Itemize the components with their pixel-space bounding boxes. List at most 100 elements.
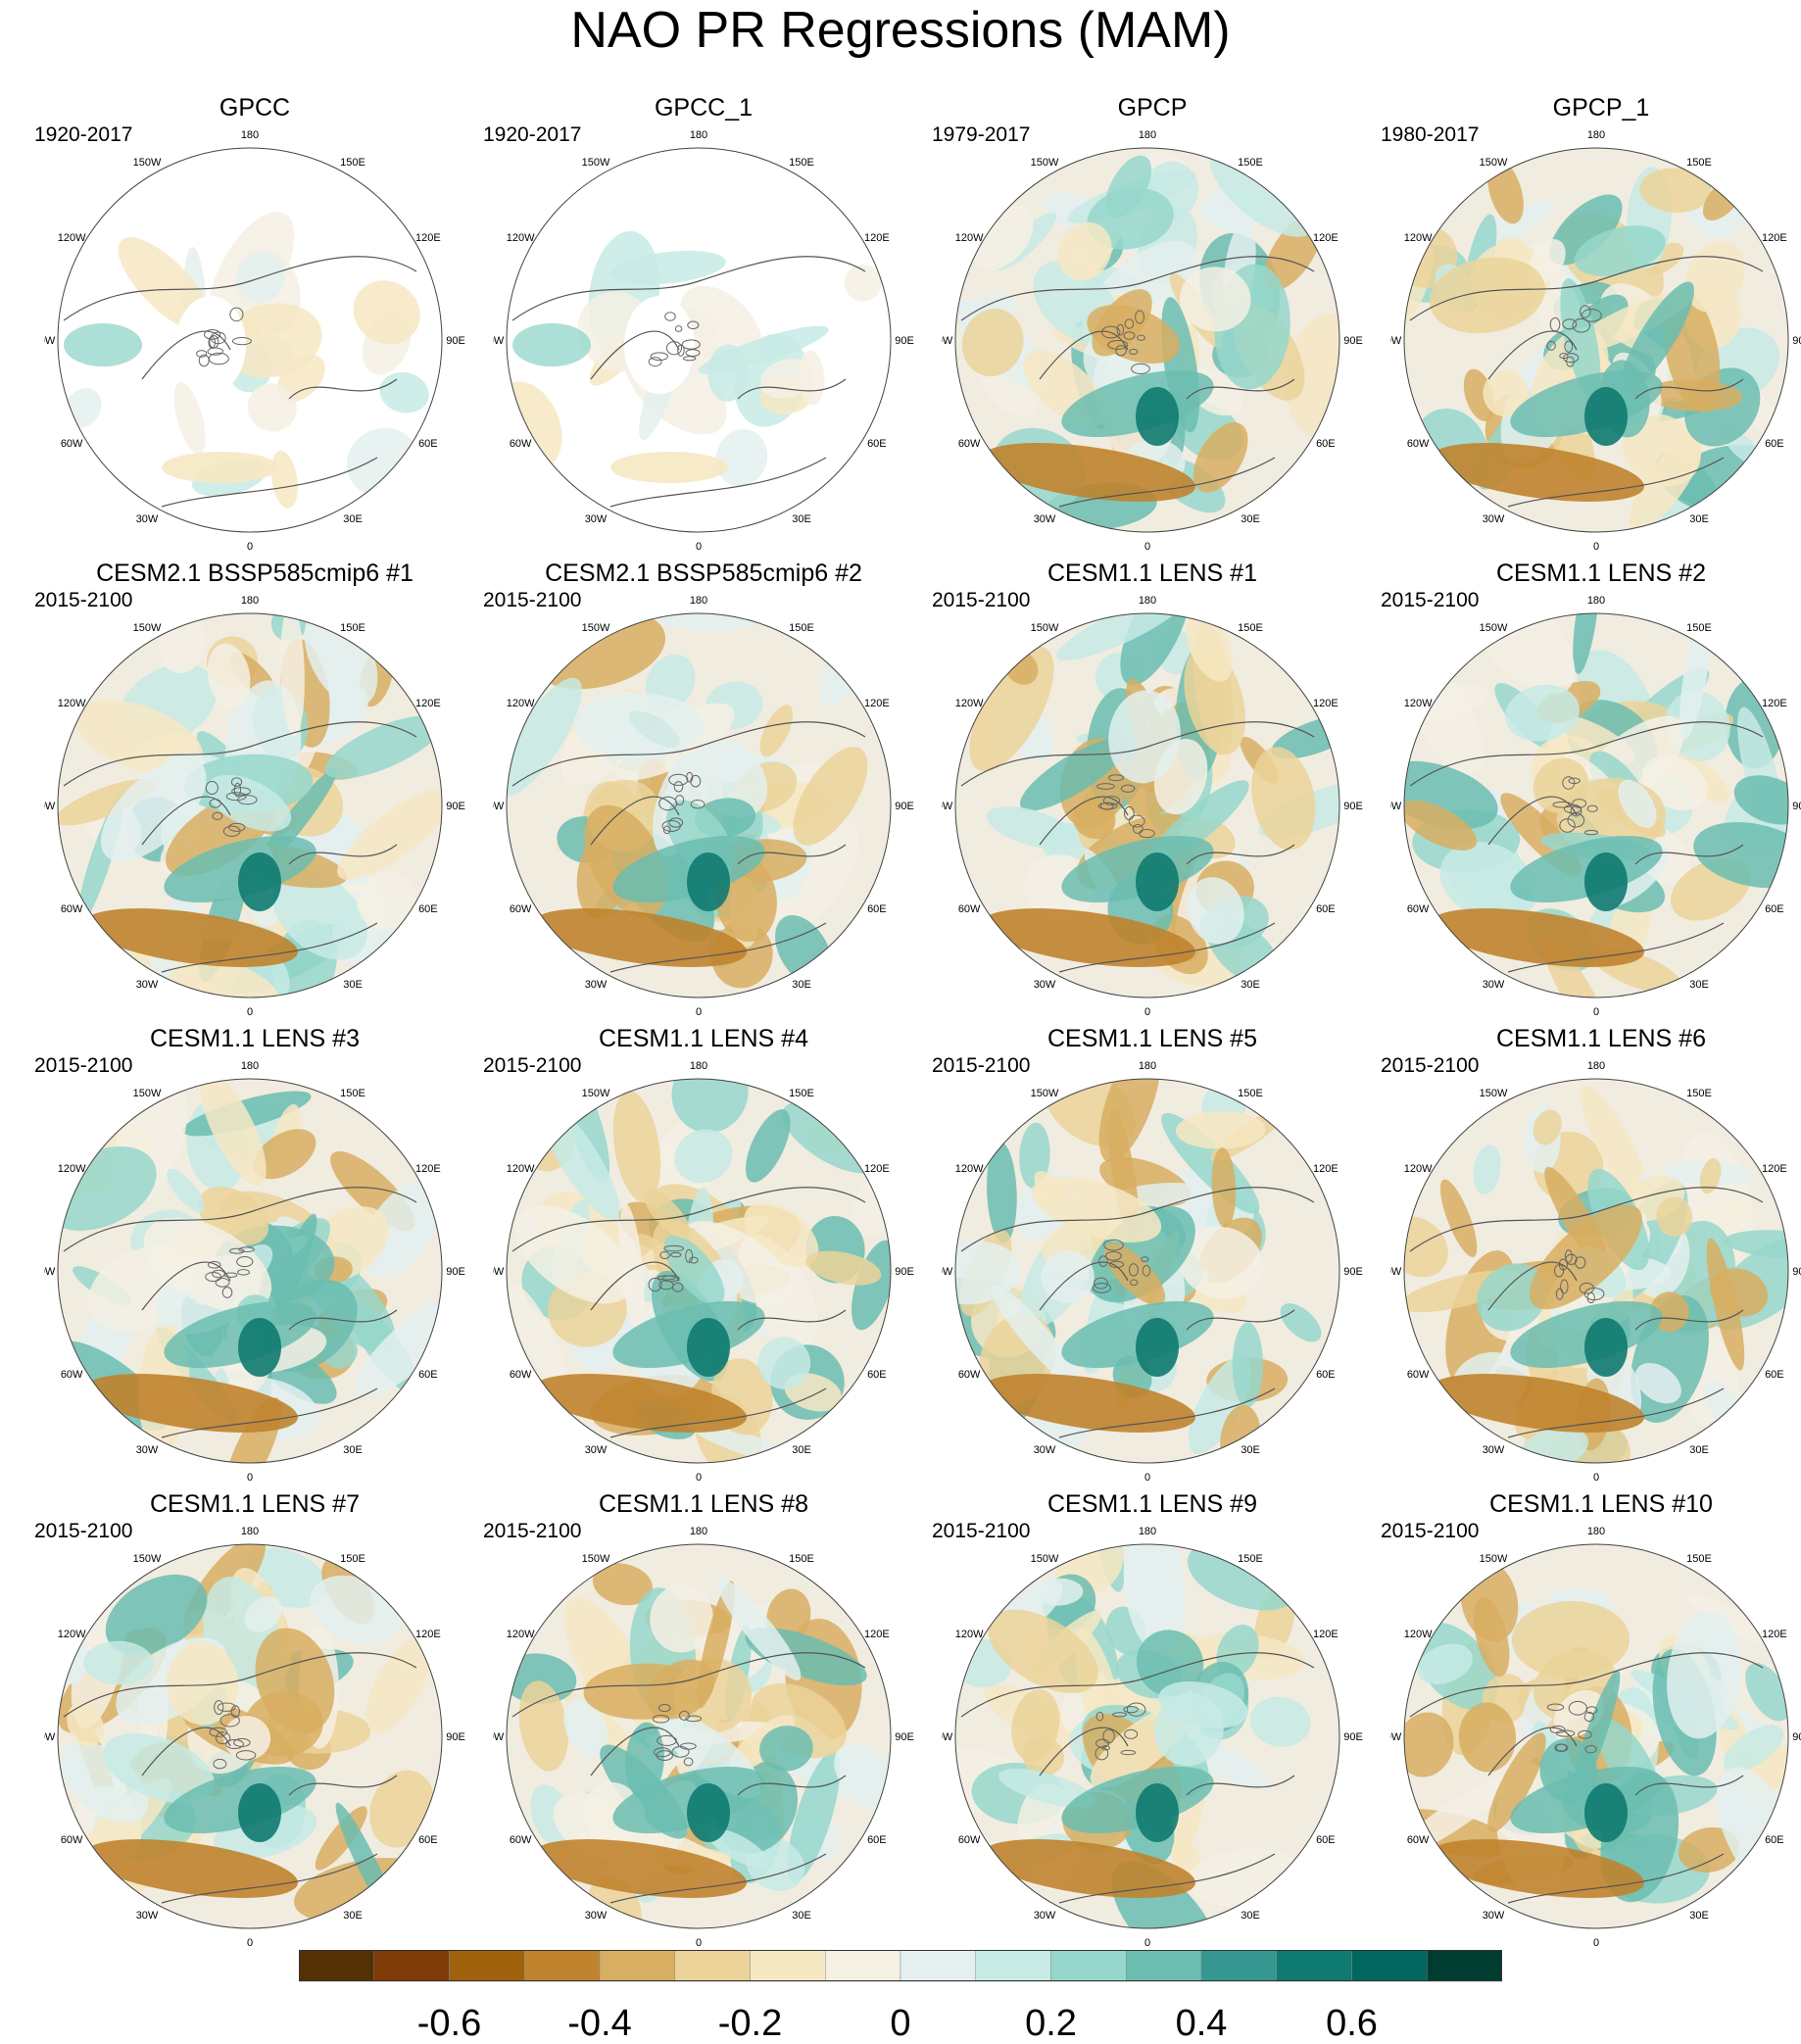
panel-period: 2015-2100 — [932, 589, 1031, 611]
panel-title: CESM1.1 LENS #1 — [1047, 560, 1257, 587]
longitude-label: 60W — [61, 1369, 83, 1381]
polar-map: 180 150E 120E 90E 60E 30E 0 30W 60W 90W 120W 150W — [1390, 595, 1801, 1018]
map-panel: CESM1.1 LENS #6 2015-2100 180 150E 120E 90E 60… — [1381, 1024, 1801, 1484]
longitude-label: 90W — [1390, 335, 1402, 347]
panel-period: 1920-2017 — [34, 123, 133, 146]
longitude-label: 180 — [241, 1526, 259, 1537]
panel-title: CESM1.1 LENS #5 — [1047, 1025, 1257, 1052]
longitude-label: 120E — [415, 698, 441, 709]
longitude-label: 180 — [690, 1060, 707, 1072]
panel-period: 2015-2100 — [932, 1520, 1031, 1542]
longitude-label: 30E — [343, 1910, 363, 1922]
longitude-label: 180 — [1139, 129, 1156, 141]
longitude-label: 120W — [507, 1163, 535, 1175]
longitude-label: 120W — [58, 698, 86, 709]
longitude-label: 180 — [241, 129, 259, 141]
longitude-label: 60W — [510, 1369, 532, 1381]
longitude-label: 120E — [1313, 232, 1339, 244]
longitude-label: 90W — [44, 335, 56, 347]
map-panel: GPCC 1920-2017 180 150E 120E 90E 60E 30E 0 30W 60W… — [34, 93, 475, 554]
longitude-label: 150E — [1686, 1088, 1712, 1099]
longitude-label: 30W — [136, 1910, 159, 1922]
colorbar-tick-label: 0.2 — [1025, 2003, 1077, 2044]
panel-period: 2015-2100 — [1381, 1054, 1480, 1077]
longitude-label: 30W — [136, 1444, 159, 1456]
longitude-label: 60W — [958, 1834, 981, 1846]
longitude-label: 180 — [690, 1526, 707, 1537]
longitude-label: 150W — [1480, 157, 1508, 169]
longitude-label: 150E — [789, 622, 814, 634]
longitude-label: 150E — [340, 157, 365, 169]
longitude-label: 180 — [1587, 1060, 1605, 1072]
longitude-label: 120W — [1404, 698, 1433, 709]
polar-map: 180 150E 120E 90E 60E 30E 0 30W 60W 90W 120W 150W — [44, 129, 465, 553]
longitude-label: 120E — [415, 1163, 441, 1175]
polar-map: 180 150E 120E 90E 60E 30E 0 30W 60W 90W 120W 150W — [942, 1060, 1363, 1484]
longitude-label: 120E — [415, 1629, 441, 1640]
longitude-label: 150E — [1238, 157, 1263, 169]
longitude-label: 30W — [136, 979, 159, 991]
longitude-label: 30E — [1689, 1910, 1709, 1922]
panel-period: 2015-2100 — [1381, 589, 1480, 611]
longitude-label: 0 — [1593, 1472, 1599, 1484]
longitude-label: 90W — [493, 1266, 505, 1278]
longitude-label: 120W — [58, 1163, 86, 1175]
colorbar-swatch — [674, 1950, 751, 1982]
longitude-label: 30E — [1689, 979, 1709, 991]
longitude-label: 150E — [789, 1553, 814, 1565]
panel-title: CESM1.1 LENS #6 — [1496, 1025, 1706, 1052]
longitude-label: 150W — [1480, 1088, 1508, 1099]
panel-period: 2015-2100 — [34, 1520, 133, 1542]
longitude-label: 30W — [1034, 979, 1056, 991]
longitude-label: 90E — [895, 801, 914, 812]
polar-map: 180 150E 120E 90E 60E 30E 0 30W 60W 90W 120W 150W — [1390, 1526, 1801, 1949]
colorbar-tick-label: 0.6 — [1326, 2003, 1378, 2044]
panel-title: CESM1.1 LENS #10 — [1489, 1490, 1713, 1518]
longitude-label: 90W — [942, 1266, 953, 1278]
longitude-label: 60W — [1407, 903, 1430, 915]
colorbar-swatch — [299, 1950, 374, 1982]
longitude-label: 60W — [510, 438, 532, 450]
longitude-label: 120E — [1762, 1163, 1787, 1175]
longitude-label: 30W — [585, 1444, 608, 1456]
longitude-label: 120W — [1404, 232, 1433, 244]
longitude-label: 120E — [864, 1629, 890, 1640]
longitude-label: 60E — [1765, 1834, 1784, 1846]
map-panel: GPCP 1979-2017 180 150E 120E 90E 60E 30E 0 30W 60W… — [932, 93, 1373, 554]
longitude-label: 150E — [1686, 622, 1712, 634]
longitude-label: 30E — [343, 513, 363, 525]
longitude-label: 120E — [1762, 1629, 1787, 1640]
longitude-label: 60W — [61, 903, 83, 915]
longitude-label: 180 — [1587, 129, 1605, 141]
polar-map: 180 150E 120E 90E 60E 30E 0 30W 60W 90W 120W 150W — [1390, 1060, 1801, 1484]
longitude-label: 60E — [1765, 438, 1784, 450]
map-panel: GPCP_1 1980-2017 180 150E 120E 90E 60E 30E 0 30W 6… — [1381, 93, 1801, 554]
longitude-label: 60W — [958, 1369, 981, 1381]
longitude-label: 60W — [61, 1834, 83, 1846]
longitude-label: 30W — [1483, 979, 1505, 991]
panel-period: 2015-2100 — [34, 1054, 133, 1077]
longitude-label: 30E — [343, 1444, 363, 1456]
longitude-label: 60E — [1316, 438, 1336, 450]
longitude-label: 0 — [247, 541, 253, 553]
panel-title: CESM1.1 LENS #3 — [150, 1025, 360, 1052]
longitude-label: 120W — [955, 698, 984, 709]
panel-title: CESM1.1 LENS #4 — [599, 1025, 808, 1052]
polar-map: 180 150E 120E 90E 60E 30E 0 30W 60W 90W 120W 150W — [942, 1526, 1363, 1949]
polar-map: 180 150E 120E 90E 60E 30E 0 30W 60W 90W 120W 150W — [493, 1526, 914, 1949]
colorbar-swatch — [1050, 1950, 1127, 1982]
panel-period: 2015-2100 — [483, 1520, 582, 1542]
longitude-label: 30W — [1034, 1910, 1056, 1922]
longitude-label: 180 — [1587, 1526, 1605, 1537]
longitude-label: 30W — [1034, 1444, 1056, 1456]
map-panel: CESM1.1 LENS #9 2015-2100 180 150E 120E 90E 60… — [932, 1489, 1373, 1950]
map-panel: CESM1.1 LENS #7 2015-2100 180 150E 120E 90E 60… — [34, 1489, 475, 1950]
longitude-label: 150E — [1238, 1088, 1263, 1099]
colorbar-tick-label: 0 — [890, 2003, 911, 2044]
longitude-label: 150W — [1031, 622, 1059, 634]
longitude-label: 90E — [895, 335, 914, 347]
panel-period: 2015-2100 — [483, 1054, 582, 1077]
longitude-label: 60E — [1765, 903, 1784, 915]
longitude-label: 60E — [867, 1369, 887, 1381]
longitude-label: 120W — [507, 1629, 535, 1640]
